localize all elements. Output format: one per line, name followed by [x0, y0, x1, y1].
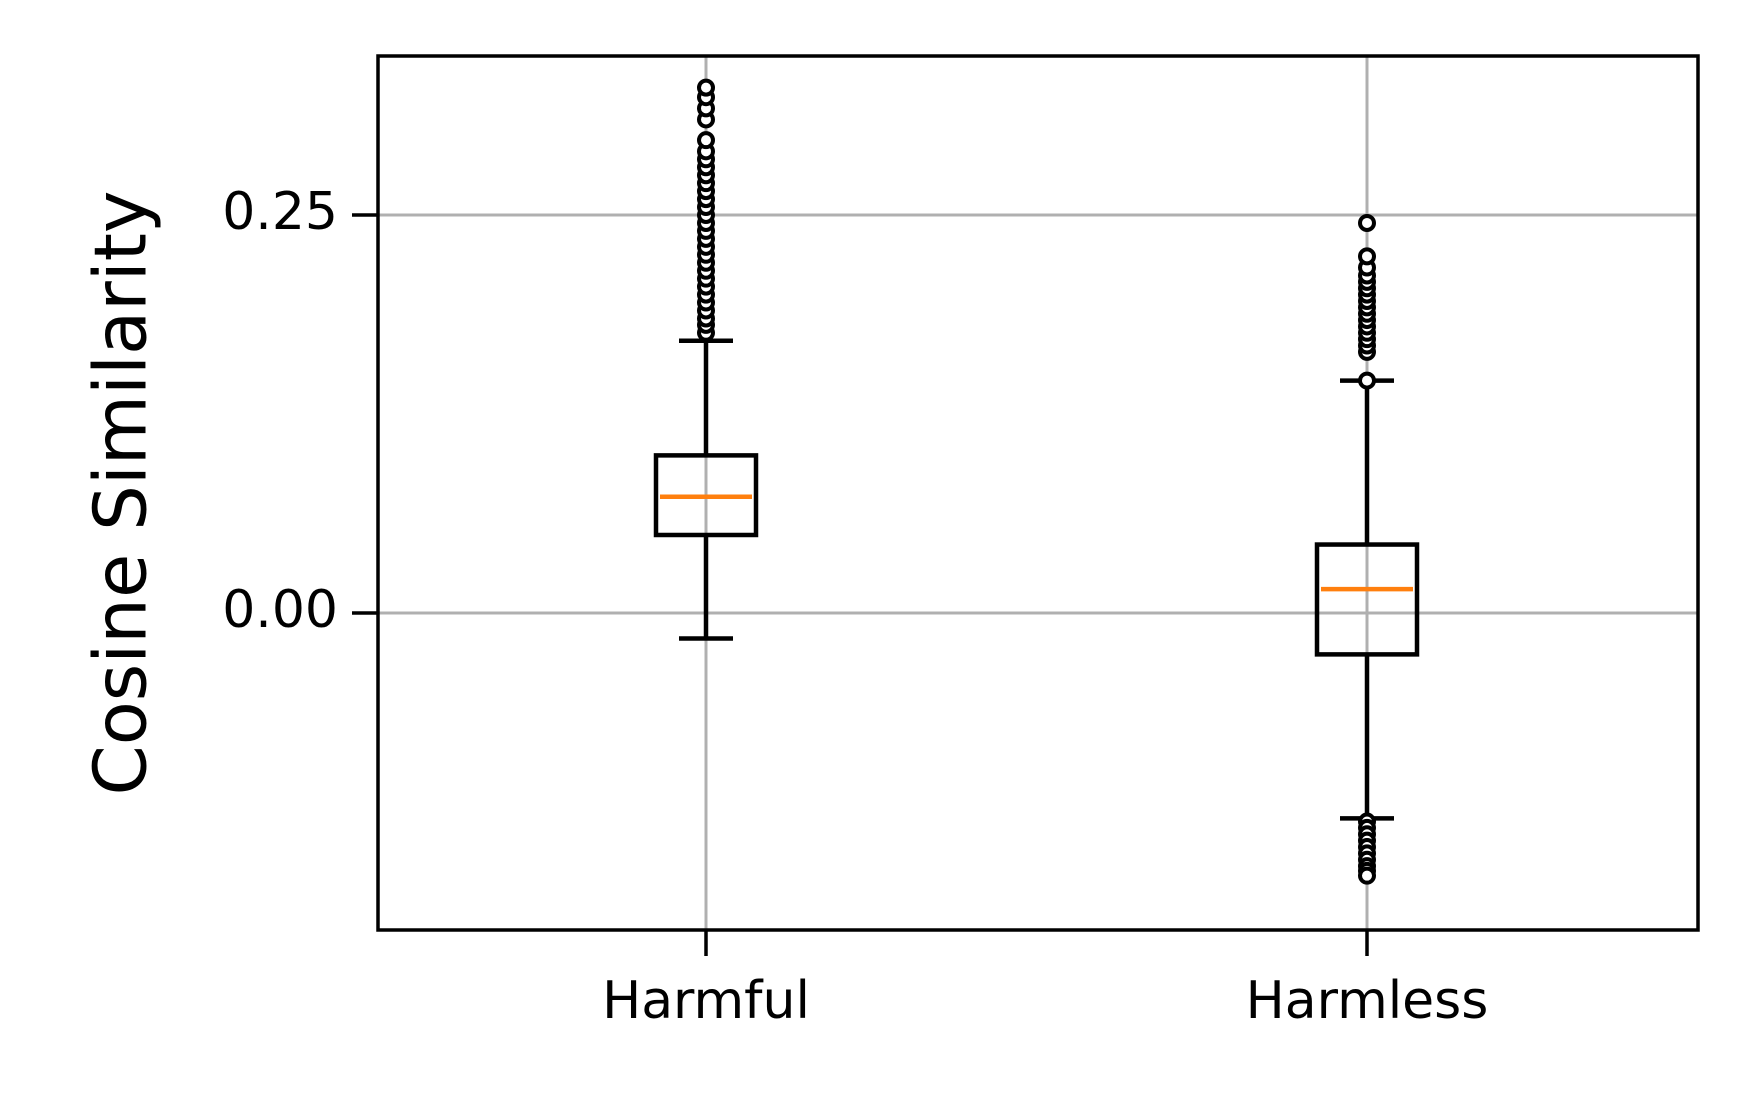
y-tick-label: 0.25 [222, 182, 338, 242]
iqr-box [653, 453, 759, 538]
outlier-point [1358, 866, 1376, 885]
outlier-point [697, 131, 715, 150]
outlier-point [697, 78, 715, 97]
outlier-point [1358, 213, 1376, 232]
box-layer [653, 78, 1420, 885]
x-tick-label: Harmless [1246, 971, 1489, 1031]
plot-frame [376, 54, 1700, 932]
x-tick-label: Harmful [602, 971, 810, 1031]
y-tick-label: 0.00 [222, 580, 338, 640]
outlier-point [1358, 247, 1376, 266]
grid-layer [378, 56, 1698, 930]
box-group-harmful [653, 78, 759, 641]
axis-layer [376, 54, 1700, 932]
iqr-box [1314, 542, 1420, 657]
box-group-harmless [1314, 213, 1420, 885]
y-axis-label: Cosine Similarity [79, 190, 163, 795]
outlier-point [1358, 371, 1376, 390]
tick-layer: 0.00 0.25 Harmful Harmless [222, 182, 1488, 1031]
